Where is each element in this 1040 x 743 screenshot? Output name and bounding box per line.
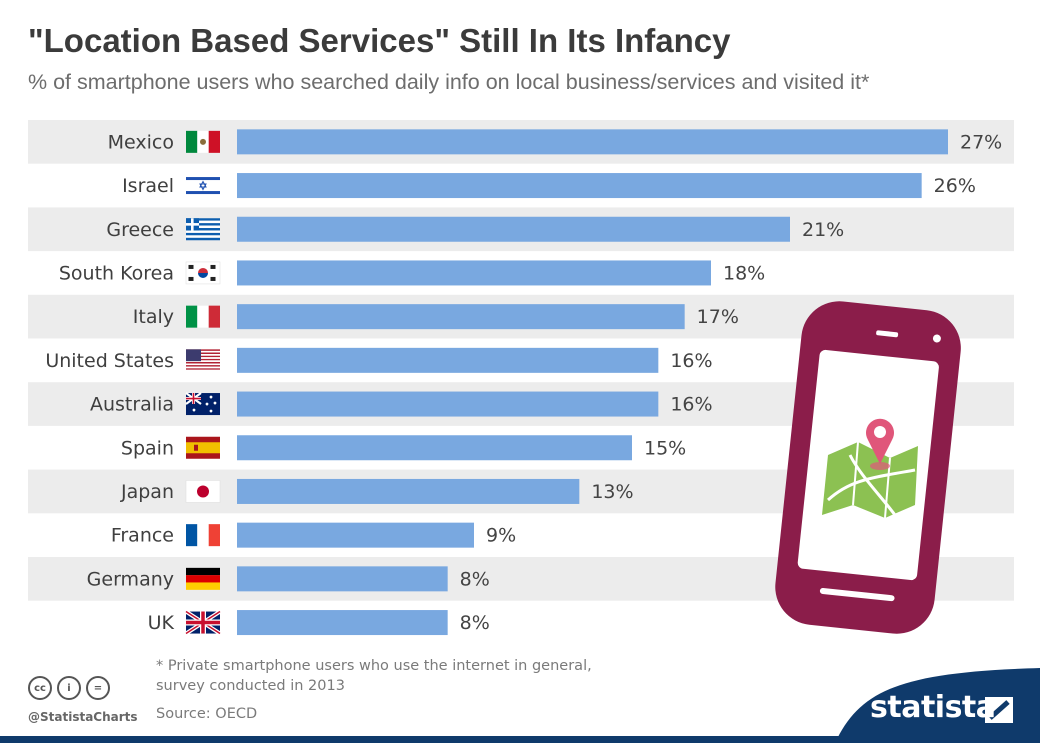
attribution-icon: i [57, 676, 81, 700]
bar-australia [237, 391, 659, 417]
flags [184, 130, 222, 636]
bar-south-korea [237, 260, 711, 286]
category-label: Spain [121, 437, 174, 459]
creative-commons-icon: cc [28, 676, 52, 700]
statista-brand: statista [870, 690, 996, 725]
category-label: Germany [87, 568, 174, 590]
mexico-flag-icon [186, 130, 220, 153]
value-labels: 27% 26% 21% 18% 17% 16% 16% 15% 13% 9% 8% 8% [460, 131, 1003, 634]
bar-spain [237, 435, 632, 461]
category-label: United States [45, 350, 174, 372]
category-label: South Korea [59, 262, 174, 284]
value-label: 16% [670, 394, 712, 416]
france-flag-icon [186, 524, 220, 547]
chart-title: "Location Based Services" Still In Its I… [28, 22, 731, 59]
phone-home-button-icon [819, 587, 895, 602]
south-korea-flag-icon [185, 261, 221, 285]
footer-band [0, 668, 1040, 743]
israel-flag-icon [186, 174, 220, 197]
phone-camera-icon [932, 334, 941, 343]
bar-france [237, 522, 474, 548]
license-icons: cc i = [28, 676, 110, 700]
australia-flag-icon [185, 392, 220, 416]
greece-flag-icon [186, 218, 220, 241]
bar-italy [237, 304, 685, 330]
bars [237, 129, 948, 636]
category-label: UK [148, 612, 175, 634]
value-label: 15% [644, 437, 686, 459]
chart-subtitle: % of smartphone users who searched daily… [28, 70, 870, 94]
value-label: 18% [723, 262, 765, 284]
smartphone-illustration [775, 301, 961, 634]
bar-mexico [237, 129, 948, 155]
category-label: Japan [120, 481, 174, 503]
value-label: 9% [486, 525, 516, 547]
footnote-line-1: * Private smartphone users who use the i… [156, 658, 592, 674]
twitter-handle: @StatistaCharts [28, 710, 138, 724]
value-label: 16% [670, 350, 712, 372]
bar-germany [237, 566, 448, 592]
italy-flag-icon [186, 305, 220, 328]
bar-uk [237, 610, 448, 636]
no-derivatives-icon: = [86, 676, 110, 700]
japan-flag-icon [185, 480, 221, 503]
footnote: * Private smartphone users who use the i… [156, 656, 592, 696]
source-note: Source: OECD [156, 706, 258, 722]
map-icon [822, 441, 918, 519]
category-label: Mexico [108, 131, 174, 153]
united-states-flag-icon [186, 349, 220, 372]
bar-japan [237, 478, 580, 504]
statista-logo-icon [985, 697, 1013, 723]
value-label: 8% [460, 568, 490, 590]
value-label: 21% [802, 219, 844, 241]
germany-flag-icon [186, 567, 220, 590]
category-labels: Mexico Israel Greece South Korea Italy United… [45, 131, 174, 634]
bar-israel [237, 173, 922, 199]
bar-united-states [237, 347, 659, 373]
value-label: 17% [697, 306, 739, 328]
spain-flag-icon [186, 436, 220, 459]
category-label: Italy [133, 306, 174, 328]
location-pin-icon [866, 418, 895, 470]
category-label: Greece [106, 219, 174, 241]
uk-flag-icon [184, 609, 222, 636]
value-label: 13% [591, 481, 633, 503]
value-label: 26% [934, 175, 976, 197]
value-label: 8% [460, 612, 490, 634]
category-label: Australia [90, 394, 174, 416]
bar-greece [237, 216, 790, 242]
value-label: 27% [960, 131, 1002, 153]
phone-speaker-icon [876, 330, 899, 338]
category-label: France [111, 525, 174, 547]
footnote-line-2: survey conducted in 2013 [156, 678, 345, 694]
category-label: Israel [122, 175, 174, 197]
